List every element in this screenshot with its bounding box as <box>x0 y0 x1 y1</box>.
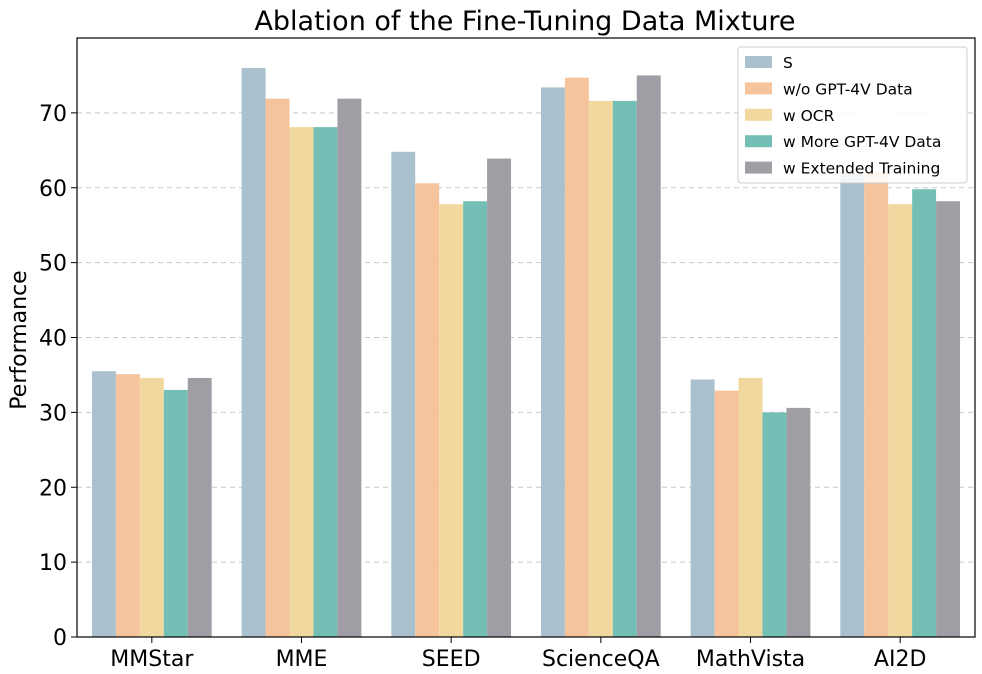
bar <box>463 201 488 638</box>
bar <box>187 377 212 637</box>
chart-title: Ablation of the Fine-Tuning Data Mixture <box>254 6 795 37</box>
bar <box>487 158 512 637</box>
bar <box>265 98 290 638</box>
legend-label: w/o GPT-4V Data <box>783 80 913 98</box>
bar <box>912 189 937 637</box>
bar <box>762 412 787 637</box>
bar <box>115 374 140 637</box>
bar <box>738 377 763 637</box>
bar <box>840 172 865 637</box>
bar <box>337 98 362 638</box>
legend-swatch <box>745 82 772 95</box>
bar <box>936 201 961 638</box>
y-axis: 0 10 20 30 40 50 60 70 <box>39 102 77 651</box>
y-tick-label: 70 <box>39 102 67 127</box>
x-tick-label: MathVista <box>696 647 805 672</box>
bar <box>564 77 589 638</box>
bar <box>864 172 889 637</box>
bar <box>289 127 314 637</box>
legend-swatch <box>745 135 772 148</box>
bar <box>163 389 188 637</box>
y-tick-label: 20 <box>39 476 67 501</box>
legend-swatch <box>745 108 772 121</box>
bar <box>786 407 811 637</box>
legend-label: w Extended Training <box>783 160 940 178</box>
x-tick-label: ScienceQA <box>542 647 660 672</box>
legend: Sw/o GPT-4V Data w OCR w More GPT-4V Data w… <box>737 46 968 184</box>
x-tick-label: AI2D <box>874 647 926 672</box>
bar <box>313 127 338 637</box>
bar <box>439 204 464 637</box>
legend-swatch <box>745 56 772 68</box>
x-tick-label: MMStar <box>110 647 194 672</box>
legend-swatch <box>745 161 772 174</box>
y-tick-label: 30 <box>39 401 67 426</box>
y-axis-label: Performance <box>7 270 32 409</box>
bar <box>714 390 739 637</box>
x-axis: MMStar MME SEED ScienceQA MathVista AI2D <box>110 637 926 672</box>
bars <box>91 67 961 638</box>
bar <box>888 204 913 637</box>
x-tick-label: SEED <box>422 647 481 672</box>
bar <box>636 75 661 637</box>
legend-box <box>737 46 968 184</box>
bar <box>540 87 565 638</box>
x-tick-label: MME <box>276 647 328 672</box>
y-tick-label: 60 <box>39 177 67 202</box>
bar <box>612 100 637 637</box>
y-tick-label: 50 <box>39 252 67 277</box>
bar <box>139 377 164 637</box>
bar <box>588 100 613 637</box>
y-tick-label: 40 <box>39 327 67 352</box>
bar <box>391 151 416 637</box>
legend-label: w More GPT-4V Data <box>783 133 941 151</box>
legend-label: S <box>783 54 793 72</box>
bar <box>241 67 266 637</box>
bar <box>91 371 116 637</box>
y-tick-label: 0 <box>53 626 67 651</box>
legend-label: w OCR <box>783 107 835 125</box>
bar <box>415 183 440 637</box>
bar <box>690 379 715 637</box>
y-tick-label: 10 <box>39 551 67 576</box>
